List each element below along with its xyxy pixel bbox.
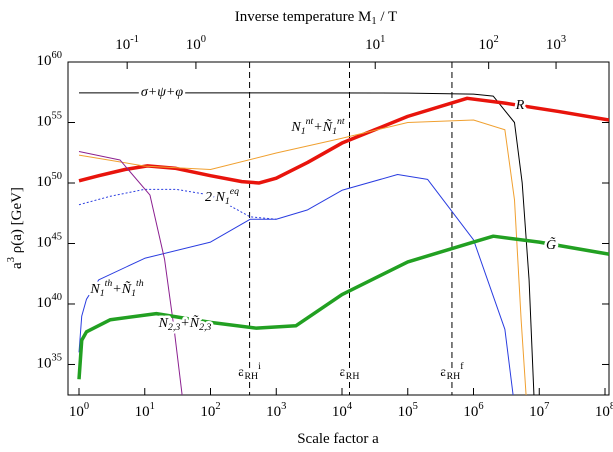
curve <box>78 174 514 395</box>
x-tick-label: 100 <box>69 401 89 420</box>
y-tick-label: 1060 <box>37 50 63 69</box>
y-tick-label: 1055 <box>37 111 63 130</box>
x-tick-label: 104 <box>332 401 353 420</box>
top-tick-label: 101 <box>365 34 385 53</box>
curve <box>78 188 277 220</box>
curve-label: N1nt+Ñ1nt <box>290 116 344 137</box>
top-tick-label: 10-1 <box>115 34 139 53</box>
curve <box>78 96 609 185</box>
x-tick-label: 106 <box>463 401 483 420</box>
y-tick-label: 1035 <box>37 353 63 372</box>
plot-area <box>77 62 609 395</box>
y-tick-label: 1040 <box>37 292 63 311</box>
curve-label: N2,3+Ñ2,3 <box>158 314 212 333</box>
curve-label: 2 N1eq <box>205 186 239 207</box>
y-axis-title: a3 ρ(a) [GeV] <box>6 187 25 269</box>
x-tick-label: 105 <box>398 401 418 420</box>
curve <box>79 92 535 395</box>
y-tick-label: 1045 <box>37 232 63 251</box>
curve <box>77 234 609 380</box>
top-tick-label: 103 <box>546 34 566 53</box>
x-axis-title: Scale factor a <box>297 431 379 447</box>
y-tick-label: 1050 <box>37 171 63 190</box>
curve-label: N1th+Ñ1th <box>89 278 143 299</box>
x-tick-label: 102 <box>200 401 220 420</box>
chart-title: Inverse temperature M1 / T <box>235 9 397 27</box>
x-tick-label: 108 <box>595 401 613 420</box>
x-tick-label: 107 <box>529 401 549 420</box>
curve-label: R <box>515 98 525 113</box>
x-tick-label: 103 <box>266 401 286 420</box>
plot-frame <box>67 61 610 396</box>
top-tick-label: 100 <box>186 34 206 53</box>
top-tick-label: 102 <box>479 34 499 53</box>
curve <box>78 151 183 395</box>
curve-label: G̃ <box>546 237 556 253</box>
x-tick-label: 101 <box>135 401 155 420</box>
curve-label: σ+ψ+φ <box>141 85 183 100</box>
